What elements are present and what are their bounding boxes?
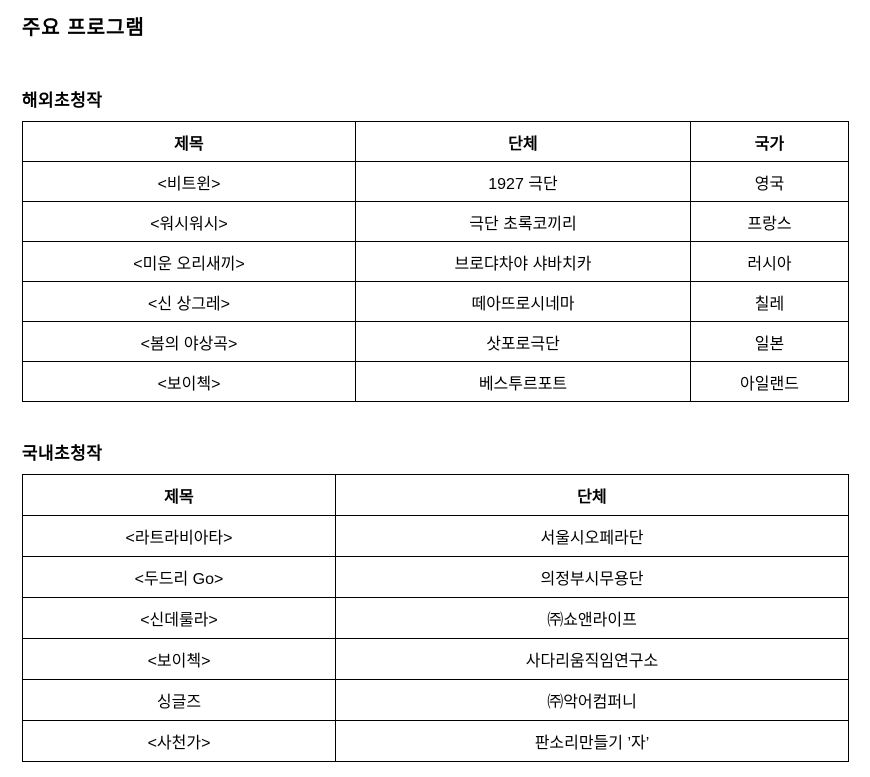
- section-overseas: 해외초청작 제목 단체 국가 <비트윈> 1927 극단 영국 <워시워시> 극단 초록코끼리…: [22, 89, 849, 402]
- table-cell: 프랑스: [690, 201, 849, 242]
- table-cell: 의정부시무용단: [335, 556, 849, 598]
- table-row: <보이첵> 베스투르포트 아일랜드: [22, 361, 849, 402]
- section-domestic: 국내초청작 제목 단체 <라트라비아타> 서울시오페라단 <두드리 Go> 의정부시무용단…: [22, 442, 849, 762]
- table-cell: 일본: [690, 321, 849, 362]
- table-row: <워시워시> 극단 초록코끼리 프랑스: [22, 201, 849, 242]
- table-row: <두드리 Go> 의정부시무용단: [22, 556, 849, 598]
- table-row: <봄의 야상곡> 삿포로극단 일본: [22, 321, 849, 362]
- table-cell: <신 상그레>: [22, 281, 356, 322]
- table-cell: 서울시오페라단: [335, 515, 849, 557]
- table-cell: 1927 극단: [355, 161, 691, 202]
- table-cell: 브로댜차야 샤바치카: [355, 241, 691, 282]
- table-cell: <워시워시>: [22, 201, 356, 242]
- table-cell: ㈜악어컴퍼니: [335, 679, 849, 721]
- page-title: 주요 프로그램: [22, 17, 145, 39]
- table-cell: 극단 초록코끼리: [355, 201, 691, 242]
- column-header: 단체: [355, 121, 691, 162]
- table-cell: 칠레: [690, 281, 849, 322]
- domestic-program-table: 제목 단체 <라트라비아타> 서울시오페라단 <두드리 Go> 의정부시무용단 <신데룰라>…: [22, 474, 849, 762]
- table-cell: <신데룰라>: [22, 597, 336, 639]
- table-cell: 아일랜드: [690, 361, 849, 402]
- table-cell: <두드리 Go>: [22, 556, 336, 598]
- table-cell: 사다리움직임연구소: [335, 638, 849, 680]
- table-cell: <비트윈>: [22, 161, 356, 202]
- table-row: <신 상그레> 떼아뜨로시네마 칠레: [22, 281, 849, 322]
- table-cell: 베스투르포트: [355, 361, 691, 402]
- table-cell: <미운 오리새끼>: [22, 241, 356, 282]
- header-row: 제목 단체 국가: [22, 121, 849, 162]
- table-row: <신데룰라> ㈜쇼앤라이프: [22, 597, 849, 639]
- table-cell: 러시아: [690, 241, 849, 282]
- section-heading-domestic: 국내초청작: [22, 444, 103, 463]
- column-header: 국가: [690, 121, 849, 162]
- table-cell: <라트라비아타>: [22, 515, 336, 557]
- table-cell: <보이첵>: [22, 638, 336, 680]
- column-header: 제목: [22, 121, 356, 162]
- table-cell: <보이첵>: [22, 361, 356, 402]
- table-row: <라트라비아타> 서울시오페라단: [22, 515, 849, 557]
- header-row: 제목 단체: [22, 474, 849, 516]
- column-header: 제목: [22, 474, 336, 516]
- table-row: <비트윈> 1927 극단 영국: [22, 161, 849, 202]
- table-row: <보이첵> 사다리움직임연구소: [22, 638, 849, 680]
- table-cell: <봄의 야상곡>: [22, 321, 356, 362]
- table-cell: 떼아뜨로시네마: [355, 281, 691, 322]
- section-heading-overseas: 해외초청작: [22, 91, 103, 110]
- overseas-program-table: 제목 단체 국가 <비트윈> 1927 극단 영국 <워시워시> 극단 초록코끼리 프랑스 <미운…: [22, 121, 849, 402]
- table-cell: 삿포로극단: [355, 321, 691, 362]
- table-row: <미운 오리새끼> 브로댜차야 샤바치카 러시아: [22, 241, 849, 282]
- table-row: <사천가> 판소리만들기 ’자’: [22, 720, 849, 762]
- column-header: 단체: [335, 474, 849, 516]
- table-cell: 판소리만들기 ’자’: [335, 720, 849, 762]
- table-cell: ㈜쇼앤라이프: [335, 597, 849, 639]
- table-cell: <사천가>: [22, 720, 336, 762]
- table-row: 싱글즈 ㈜악어컴퍼니: [22, 679, 849, 721]
- table-cell: 영국: [690, 161, 849, 202]
- table-cell: 싱글즈: [22, 679, 336, 721]
